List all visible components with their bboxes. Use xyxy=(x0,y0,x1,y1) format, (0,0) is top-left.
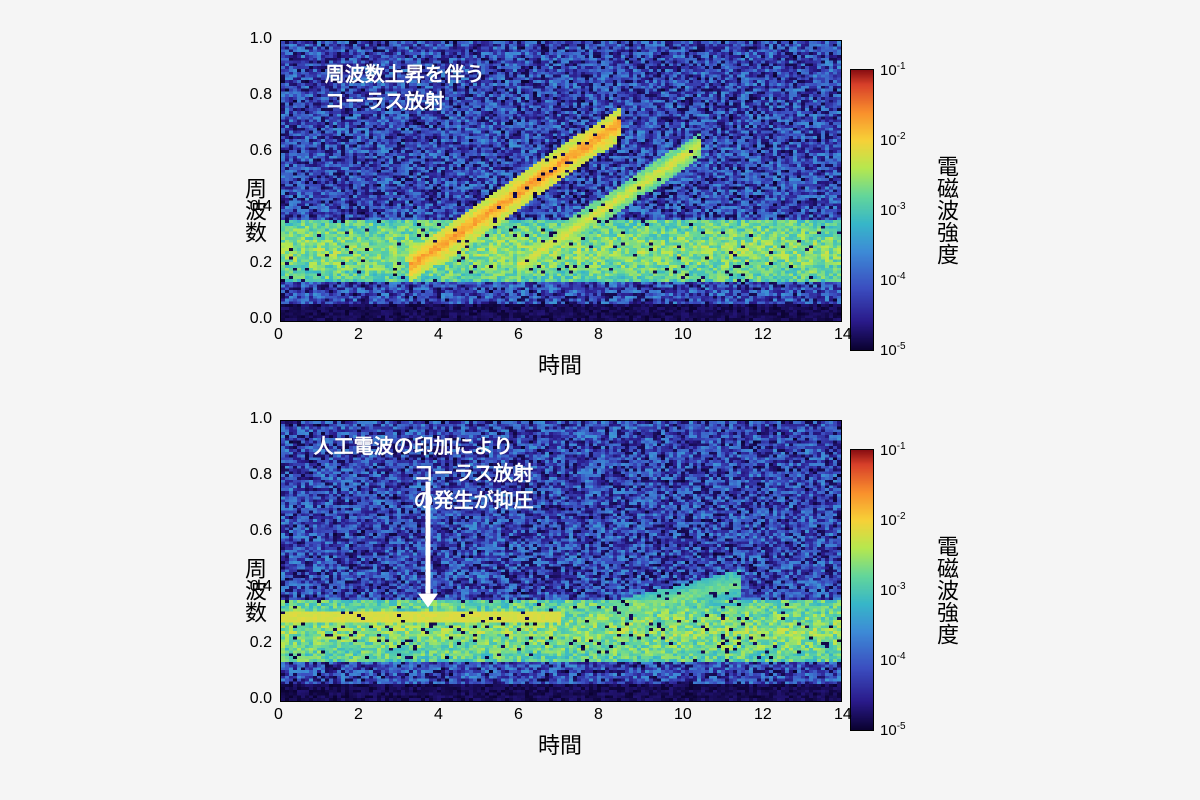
y-tick: 0.0 xyxy=(250,310,272,328)
y-tick: 1.0 xyxy=(250,410,272,428)
x-tick: 0 xyxy=(274,326,283,344)
plot-area-top: 024681012140.00.20.40.60.81.0周波数上昇を伴う コー… xyxy=(280,40,840,380)
y-tick: 0.2 xyxy=(250,634,272,652)
colorbar-strip-bottom xyxy=(850,449,874,731)
colorbar-tick: 10-5 xyxy=(880,341,906,359)
colorbar-tick: 10-4 xyxy=(880,271,906,289)
colorbar-tick: 10-2 xyxy=(880,131,906,149)
x-tick: 14 xyxy=(834,706,852,724)
y-tick: 0.8 xyxy=(250,86,272,104)
colorbar-ticks-bottom: 10-110-210-310-410-5 xyxy=(880,450,920,730)
colorbar-tick: 10-3 xyxy=(880,581,906,599)
colorbar-tick: 10-3 xyxy=(880,201,906,219)
x-tick: 8 xyxy=(594,706,603,724)
y-tick: 0.6 xyxy=(250,522,272,540)
heatmap-canvas-bottom xyxy=(280,420,842,702)
x-tick: 6 xyxy=(514,326,523,344)
x-tick: 6 xyxy=(514,706,523,724)
colorbar-tick: 10-2 xyxy=(880,511,906,529)
colorbar-strip-top xyxy=(850,69,874,351)
y-tick: 0.0 xyxy=(250,690,272,708)
colorbar-top: 10-110-210-310-410-5 xyxy=(850,70,920,350)
y-tick: 0.8 xyxy=(250,466,272,484)
x-tick: 2 xyxy=(354,326,363,344)
colorbar-tick: 10-1 xyxy=(880,61,906,79)
heatmap-canvas-top xyxy=(280,40,842,322)
colorbar-label: 電磁波強度 xyxy=(930,155,962,265)
x-tick: 10 xyxy=(674,326,692,344)
spectrogram-top: 周波数 024681012140.00.20.40.60.81.0周波数上昇を伴… xyxy=(238,40,962,380)
x-tick: 12 xyxy=(754,706,772,724)
plot-area-bottom: 024681012140.00.20.40.60.81.0人工電波の印加により … xyxy=(280,420,840,760)
x-tick: 10 xyxy=(674,706,692,724)
colorbar-bottom: 10-110-210-310-410-5 xyxy=(850,450,920,730)
y-tick: 0.2 xyxy=(250,254,272,272)
colorbar-tick: 10-1 xyxy=(880,441,906,459)
y-tick: 0.4 xyxy=(250,198,272,216)
x-axis-label: 時間 xyxy=(538,728,582,760)
colorbar-tick: 10-5 xyxy=(880,721,906,739)
y-tick: 0.4 xyxy=(250,578,272,596)
colorbar-tick: 10-4 xyxy=(880,651,906,669)
x-tick: 0 xyxy=(274,706,283,724)
x-tick: 4 xyxy=(434,706,443,724)
y-tick: 1.0 xyxy=(250,30,272,48)
plot-box-top: 024681012140.00.20.40.60.81.0周波数上昇を伴う コー… xyxy=(280,40,840,320)
y-tick: 0.6 xyxy=(250,142,272,160)
x-tick: 2 xyxy=(354,706,363,724)
x-tick: 8 xyxy=(594,326,603,344)
colorbar-ticks-top: 10-110-210-310-410-5 xyxy=(880,70,920,350)
x-axis-label: 時間 xyxy=(538,348,582,380)
x-tick: 4 xyxy=(434,326,443,344)
x-tick: 14 xyxy=(834,326,852,344)
x-tick: 12 xyxy=(754,326,772,344)
plot-box-bottom: 024681012140.00.20.40.60.81.0人工電波の印加により … xyxy=(280,420,840,700)
colorbar-label: 電磁波強度 xyxy=(930,535,962,645)
spectrogram-bottom: 周波数 024681012140.00.20.40.60.81.0人工電波の印加… xyxy=(238,420,962,760)
